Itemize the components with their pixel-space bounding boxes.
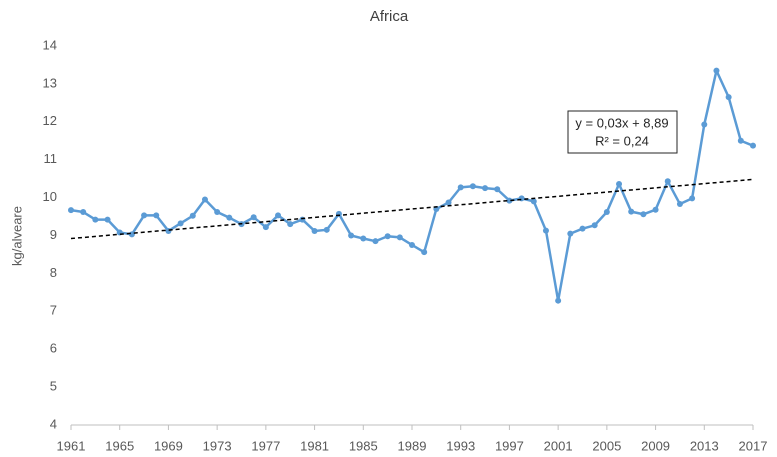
chart-title: Africa <box>370 8 409 25</box>
y-tick-label: 10 <box>43 189 57 204</box>
data-point <box>628 208 635 215</box>
y-tick-label: 13 <box>43 75 57 90</box>
y-tick-label: 7 <box>50 303 57 318</box>
data-point <box>275 212 282 219</box>
data-point <box>226 214 233 221</box>
x-tick-label: 1977 <box>251 438 280 453</box>
y-tick-label: 14 <box>43 37 57 52</box>
data-point <box>506 197 513 204</box>
data-point <box>737 137 744 144</box>
data-point <box>348 232 355 239</box>
data-point <box>579 225 586 232</box>
annotation: y = 0,03x + 8,89 <box>575 115 668 130</box>
x-tick-label: 1985 <box>349 438 378 453</box>
data-point <box>360 235 367 242</box>
data-point <box>141 212 148 219</box>
data-point <box>299 216 306 223</box>
data-point <box>664 178 671 185</box>
data-point <box>153 212 160 219</box>
data-point <box>652 206 659 213</box>
data-point <box>323 226 330 233</box>
y-tick-label: 8 <box>50 265 57 280</box>
x-tick-label: 2017 <box>739 438 768 453</box>
data-point <box>701 121 708 128</box>
y-axis-label: kg/alveare <box>9 206 24 266</box>
data-point <box>128 231 135 238</box>
y-tick-label: 5 <box>50 379 57 394</box>
data-point <box>68 207 74 214</box>
data-point <box>80 209 87 216</box>
data-point <box>530 198 537 205</box>
x-tick-label: 2001 <box>544 438 573 453</box>
x-tick-label: 1965 <box>105 438 134 453</box>
data-point <box>713 67 720 74</box>
data-point <box>104 216 111 223</box>
data-line <box>70 69 754 302</box>
annotation: R² = 0,24 <box>595 133 649 148</box>
data-point <box>725 94 732 101</box>
x-tick-label: 1961 <box>57 438 86 453</box>
data-point <box>567 230 574 237</box>
data-point <box>591 222 598 229</box>
data-point <box>689 195 696 202</box>
data-point <box>311 227 318 234</box>
data-point <box>287 221 294 228</box>
x-tick-label: 2009 <box>641 438 670 453</box>
data-point <box>676 201 683 208</box>
data-point <box>189 212 196 219</box>
x-tick-label: 1973 <box>203 438 232 453</box>
data-point <box>165 227 172 234</box>
x-tick-label: 2013 <box>690 438 719 453</box>
x-tick-label: 1997 <box>495 438 524 453</box>
data-point <box>640 211 647 218</box>
y-tick-label: 6 <box>50 341 57 356</box>
data-point <box>214 209 221 216</box>
x-tick-label: 1993 <box>446 438 475 453</box>
data-point <box>750 142 756 149</box>
data-point <box>262 224 269 231</box>
data-point <box>518 195 525 202</box>
x-tick-label: 1981 <box>300 438 329 453</box>
data-point <box>457 184 464 191</box>
data-point <box>384 233 391 240</box>
data-point <box>421 249 428 256</box>
data-point <box>201 196 208 203</box>
data-point <box>469 183 476 190</box>
data-point <box>396 234 403 241</box>
data-point <box>372 238 379 245</box>
data-point <box>494 186 501 193</box>
data-point <box>542 227 549 234</box>
y-tick-label: 11 <box>44 151 58 166</box>
data-point <box>177 220 184 227</box>
data-point <box>409 241 415 248</box>
y-tick-label: 9 <box>50 227 57 242</box>
data-point <box>250 214 257 221</box>
data-point <box>92 216 99 223</box>
x-tick-label: 1969 <box>154 438 183 453</box>
x-tick-label: 1989 <box>398 438 427 453</box>
data-point <box>555 297 562 304</box>
data-point <box>616 180 623 187</box>
y-tick-label: 12 <box>43 113 57 128</box>
trendline <box>70 178 754 240</box>
data-point <box>482 185 489 192</box>
x-tick-label: 2005 <box>592 438 621 453</box>
y-tick-label: 4 <box>50 416 57 431</box>
annotation-box <box>567 110 678 154</box>
data-point <box>445 199 452 206</box>
data-point <box>603 209 610 216</box>
